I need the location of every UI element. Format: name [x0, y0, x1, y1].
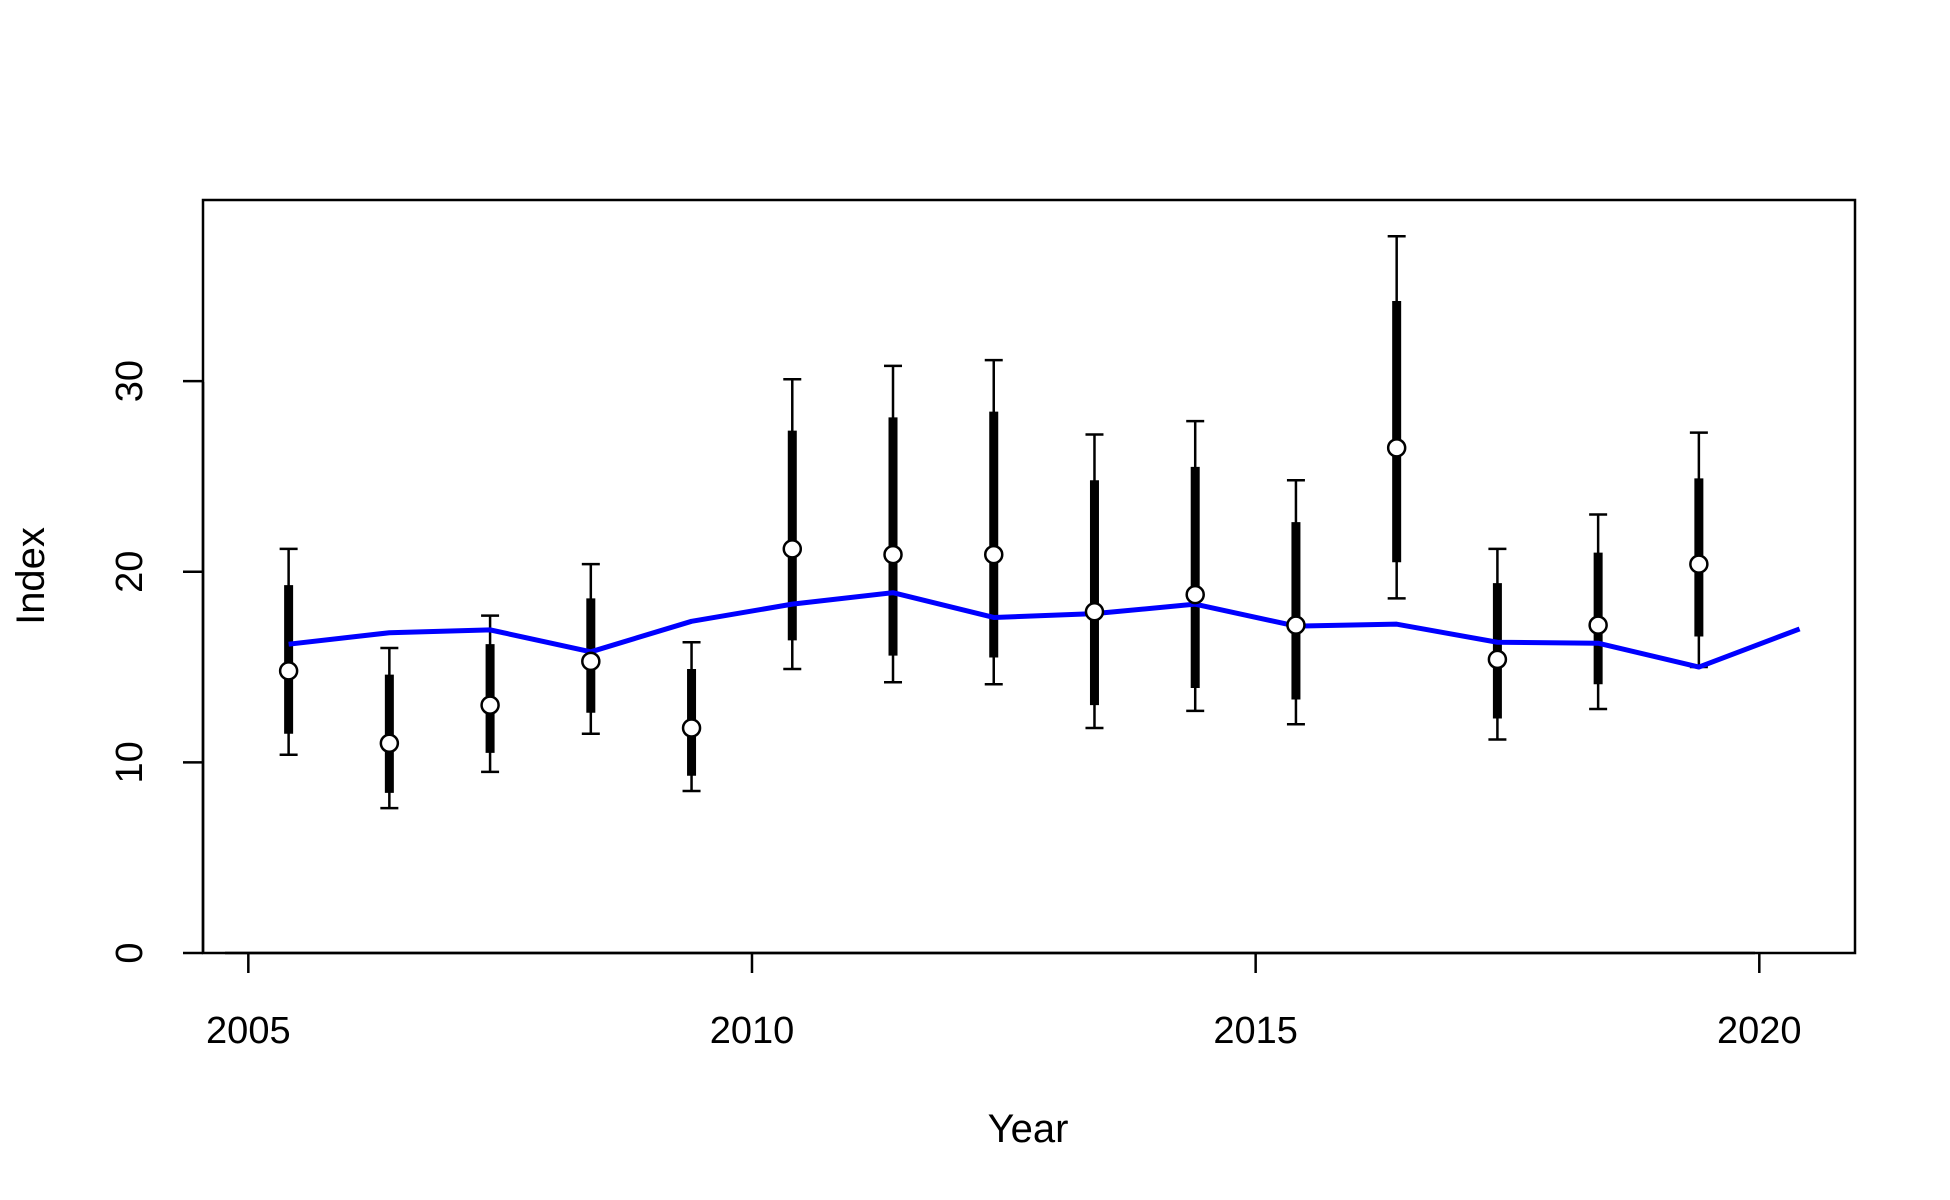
- observed-point: [1084, 602, 1105, 622]
- observed-point: [1487, 649, 1508, 670]
- observed-point: [1386, 438, 1407, 458]
- x-tick-label: 2010: [710, 1010, 795, 1052]
- x-axis-title: Year: [988, 1107, 1069, 1151]
- observed-point: [782, 539, 803, 559]
- observed-point: [480, 695, 500, 715]
- x-tick-label: 2015: [1213, 1010, 1298, 1052]
- data-marks: [278, 234, 1801, 810]
- observed-point: [1689, 554, 1709, 574]
- y-tick-label: 20: [109, 551, 151, 593]
- y-axis-ticks: 0 10 20 30: [109, 360, 203, 964]
- observed-point: [1286, 615, 1306, 635]
- observed-point: [681, 718, 702, 738]
- x-tick-label: 2020: [1717, 1010, 1802, 1052]
- y-tick-label: 10: [109, 741, 151, 783]
- observed-point: [379, 733, 400, 754]
- observed-point: [581, 651, 601, 672]
- y-tick-label: 30: [109, 360, 151, 402]
- observed-point: [983, 544, 1004, 565]
- observed-point: [278, 661, 299, 681]
- observed-point: [1185, 584, 1205, 605]
- y-axis-title: Index: [9, 527, 53, 625]
- observed-point: [883, 544, 903, 565]
- observed-point: [1588, 615, 1608, 635]
- fitted-index-line: [288, 590, 1801, 670]
- x-axis-ticks: 2005 2010 2015 2020: [206, 953, 1802, 1052]
- y-tick-label: 0: [109, 942, 151, 963]
- plot-frame: [201, 198, 1857, 955]
- x-tick-label: 2005: [206, 1010, 291, 1052]
